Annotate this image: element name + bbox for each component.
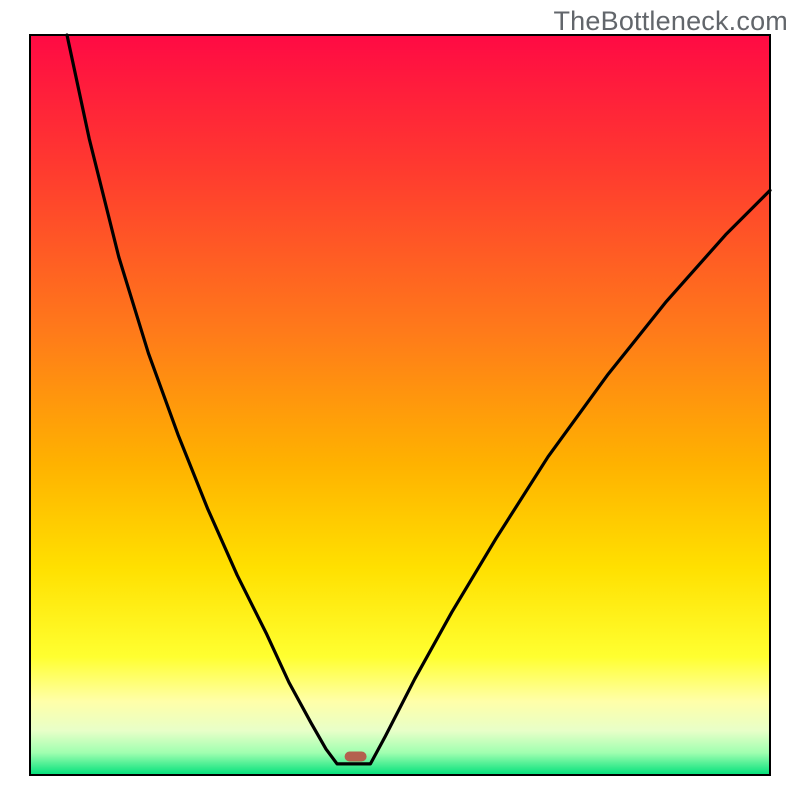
chart-svg [0, 0, 800, 800]
optimum-marker [345, 752, 367, 762]
plot-background [30, 35, 770, 775]
chart-frame: TheBottleneck.com [0, 0, 800, 800]
watermark-text: TheBottleneck.com [553, 6, 788, 37]
